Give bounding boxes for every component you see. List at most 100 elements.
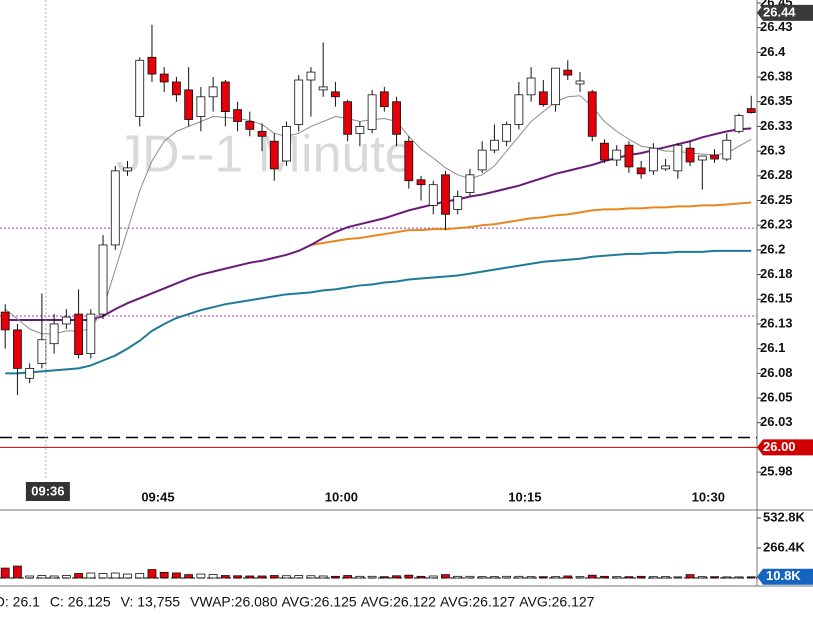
status-text: AVG:26.127 (440, 594, 515, 610)
candle-body (318, 86, 328, 91)
volume-bar (123, 573, 132, 579)
volume-bar (245, 575, 255, 579)
volume-bar (489, 576, 499, 579)
candle-body (746, 108, 756, 113)
volume-bar (416, 575, 426, 579)
candle-body (367, 94, 377, 130)
candle-body (697, 155, 707, 161)
y-tick-label: 26.4 (760, 44, 786, 59)
volume-bar (147, 569, 157, 579)
candle-body (172, 81, 181, 96)
candle-body (465, 174, 475, 193)
candle-body (685, 147, 695, 163)
candle-body (208, 86, 218, 98)
candle-body (110, 170, 120, 246)
candle-body (661, 165, 671, 170)
candle-body (453, 196, 463, 210)
status-text: O: 26.1 (0, 594, 40, 610)
candle-body (404, 140, 414, 182)
candle-body (514, 94, 524, 125)
candle-body (0, 311, 10, 331)
candle-body (477, 149, 487, 171)
candle-body (233, 109, 242, 122)
candle-body (245, 121, 255, 130)
volume-bar (379, 576, 389, 579)
volume-bar (98, 573, 108, 579)
candle-body (196, 96, 206, 117)
candle-body (563, 69, 573, 76)
candle-body (13, 329, 22, 369)
candle-body (734, 115, 744, 132)
candle-body (489, 139, 499, 151)
candle-body (355, 126, 365, 134)
candle-body (294, 79, 304, 125)
volume-bar (86, 572, 96, 579)
y-tick-label: 26.3 (760, 143, 785, 158)
candle-body (269, 140, 279, 170)
volume-bar (587, 574, 597, 579)
candle-body (636, 167, 646, 175)
y-tick-label: 26.08 (760, 365, 793, 380)
y-tick-label: 26.05 (760, 389, 793, 404)
volume-bar (551, 576, 560, 579)
candle-body (331, 91, 340, 98)
y-tick-label: 26.1 (760, 340, 785, 355)
candle-body (416, 179, 426, 186)
candle-body (135, 59, 145, 117)
candle-body (25, 367, 35, 379)
volume-bar (159, 571, 169, 579)
volume-bar (74, 573, 83, 579)
volume-bar (208, 574, 218, 579)
x-tick-label: 10:15 (508, 489, 541, 504)
volume-bar (453, 575, 463, 579)
candle-body (86, 313, 96, 354)
candle-body (379, 91, 389, 108)
y-tick-label: 26.03 (760, 414, 793, 429)
volume-marker-label: 10.8K (766, 568, 801, 583)
volume-tick-label: 532.8K (763, 509, 806, 524)
candle-body (526, 77, 536, 96)
y-tick-label: 26.18 (760, 266, 793, 281)
candle-body (61, 316, 71, 325)
price-marker-label: 26.44 (763, 4, 796, 19)
candle-body (159, 73, 169, 83)
candle-body (147, 56, 157, 75)
y-tick-label: 26.15 (760, 291, 793, 306)
volume-bar (624, 576, 634, 579)
status-text: AVG:26.127 (519, 594, 594, 610)
y-tick-label: 26.28 (760, 167, 793, 182)
candle-body (123, 167, 132, 172)
x-tick-label: 10:30 (692, 489, 725, 504)
candle-body (428, 184, 438, 206)
y-tick-label: 26.2 (760, 241, 785, 256)
volume-bar (685, 574, 695, 579)
candle-body (184, 89, 194, 120)
status-text: AVG:26.125 (281, 594, 356, 610)
x-tick-label: 09:36 (31, 483, 64, 498)
volume-tick-label: 266.4K (763, 539, 806, 554)
candle-body (220, 81, 230, 113)
volume-bar (282, 575, 291, 579)
candle-body (98, 244, 108, 315)
y-tick-label: 26.35 (760, 93, 793, 108)
candle-body (600, 142, 609, 161)
candle-body (648, 147, 658, 172)
y-tick-label: 26.38 (760, 68, 793, 83)
moving-average (4, 95, 752, 335)
volume-bar (110, 572, 120, 579)
candle-body (612, 149, 622, 161)
candle-body (306, 71, 316, 81)
x-tick-label: 10:00 (325, 489, 358, 504)
status-text: C: 26.125 (50, 594, 111, 610)
volume-bar (355, 575, 365, 579)
y-tick-label: 26.13 (760, 315, 793, 330)
price-marker-label: 26.00 (763, 439, 796, 454)
candle-body (722, 139, 732, 160)
candle-body (624, 144, 634, 168)
candle-body (37, 339, 47, 364)
volume-bar (661, 576, 671, 579)
candle-body (551, 67, 560, 106)
y-tick-label: 26.45 (760, 0, 793, 9)
candle-body (673, 144, 683, 172)
